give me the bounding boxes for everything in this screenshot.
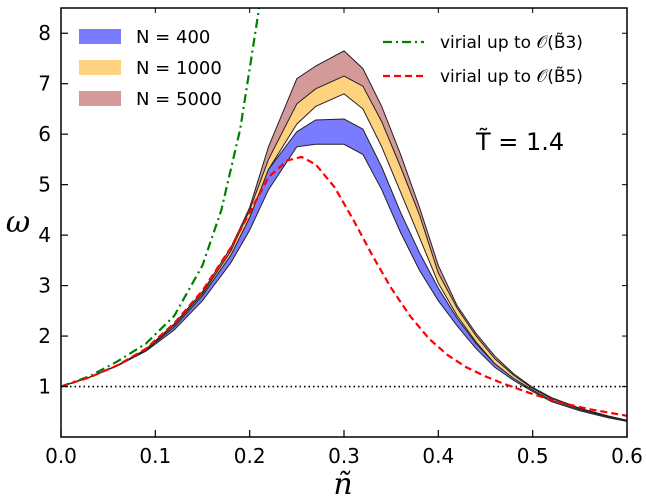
y-tick-label: 5: [38, 173, 51, 197]
x-tick-label: 0.0: [45, 444, 77, 468]
legend-label-b3: virial up to 𝒪(B̃3): [440, 32, 583, 53]
legend-swatch-n400: [79, 29, 121, 44]
x-axis-label: ñ: [333, 467, 352, 500]
y-tick-label: 8: [38, 21, 51, 45]
legend-label-n1000: N = 1000: [136, 58, 222, 79]
legend-virial: virial up to 𝒪(B̃3) virial up to 𝒪(B̃5): [383, 32, 583, 87]
y-tick-label: 3: [38, 274, 51, 298]
y-tick-label: 4: [38, 223, 51, 247]
y-axis-label: ω: [6, 205, 30, 240]
x-tick-label: 0.5: [517, 444, 549, 468]
x-tick-label: 0.4: [422, 444, 454, 468]
y-tick-label: 7: [38, 72, 51, 96]
x-tick-label: 0.1: [139, 444, 171, 468]
legend-label-n400: N = 400: [136, 27, 210, 48]
y-tick-label: 1: [38, 375, 51, 399]
y-tick-label: 6: [38, 122, 51, 146]
virial-b5-line: [61, 155, 627, 417]
x-tick-label: 0.3: [328, 444, 360, 468]
legend-swatch-n5000: [79, 91, 121, 106]
legend-bands: N = 400 N = 1000 N = 5000: [79, 27, 222, 110]
band-n400: [61, 119, 627, 422]
legend-swatch-n1000: [79, 60, 121, 75]
y-tick-label: 2: [38, 324, 51, 348]
x-tick-label: 0.6: [611, 444, 643, 468]
x-tick-label: 0.2: [234, 444, 266, 468]
legend-label-n5000: N = 5000: [136, 89, 222, 110]
band-edge-lower: [61, 143, 627, 422]
plot-area: [61, 8, 627, 422]
axis-ticks: 0.0 0.1 0.2 0.3 0.4 0.5 0.6 1 2 3 4 5 6 7 8: [38, 8, 643, 468]
temperature-annotation: T̃ = 1.4: [475, 128, 564, 156]
legend-label-b5: virial up to 𝒪(B̃5): [440, 66, 583, 87]
virial-b3-line: [61, 8, 261, 388]
band-edge-upper: [61, 118, 627, 422]
